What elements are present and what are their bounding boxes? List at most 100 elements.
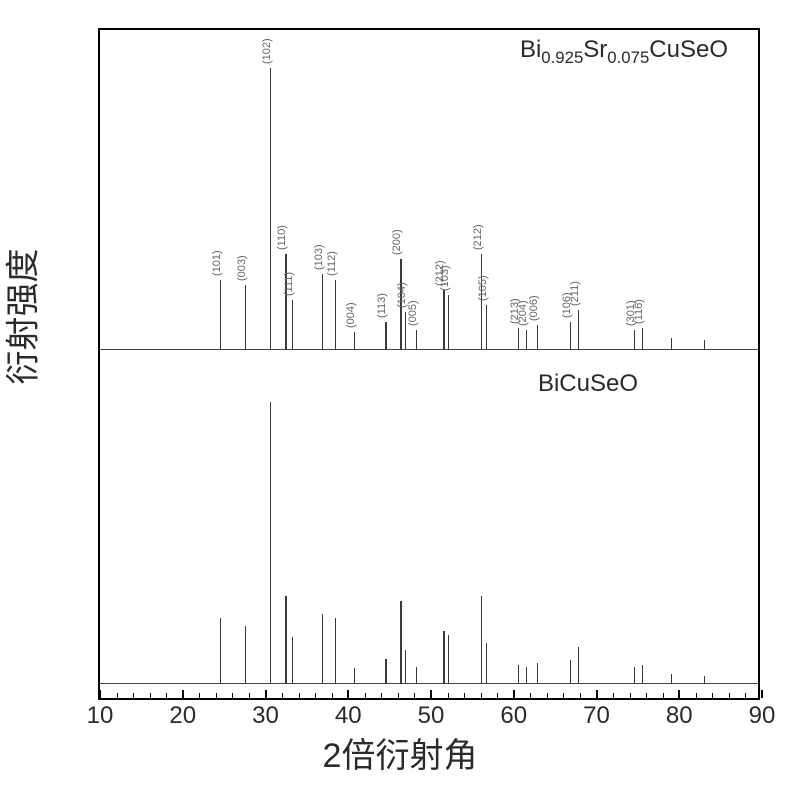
xrd-peak [526, 330, 527, 350]
x-tick-mark [761, 690, 763, 698]
hkl-label: (111) [283, 272, 295, 296]
x-minor-tick [530, 693, 531, 698]
x-tick-mark [347, 690, 349, 698]
x-tick-label: 90 [749, 702, 776, 730]
hkl-label: (105) [477, 275, 489, 301]
x-minor-tick [745, 693, 746, 698]
xrd-peak [642, 328, 643, 350]
x-tick-mark [513, 690, 515, 698]
xrd-peak [634, 667, 635, 685]
x-tick-mark [99, 690, 101, 698]
xrd-peak [385, 659, 386, 684]
hkl-label: (200) [391, 230, 403, 256]
x-minor-tick [282, 693, 283, 698]
x-minor-tick [232, 693, 233, 698]
x-tick-label: 60 [500, 702, 527, 730]
x-minor-tick [464, 693, 465, 698]
x-minor-tick [481, 693, 482, 698]
x-minor-tick [497, 693, 498, 698]
xrd-peak [285, 254, 286, 350]
x-minor-tick [150, 693, 151, 698]
xrd-peak [526, 667, 527, 685]
x-minor-tick [398, 693, 399, 698]
x-minor-tick [133, 693, 134, 698]
x-tick-label: 30 [252, 702, 279, 730]
hkl-label: (103) [313, 245, 325, 271]
hkl-label: (212) [472, 225, 484, 251]
x-minor-tick [729, 693, 730, 698]
x-minor-tick [646, 693, 647, 698]
xrd-peak [285, 596, 286, 684]
xrd-peak [405, 312, 406, 350]
hkl-label: (101) [211, 250, 223, 276]
xrd-peak [245, 285, 246, 350]
x-minor-tick [696, 693, 697, 698]
x-axis-label: 2倍衍射角 [323, 728, 478, 777]
x-minor-tick [166, 693, 167, 698]
y-axis-label: 衍射强度 [0, 249, 45, 385]
xrd-peak [671, 674, 672, 684]
xrd-peak [405, 650, 406, 684]
baseline-bottom [100, 683, 758, 685]
xrd-peak [416, 667, 417, 685]
xrd-peak [443, 290, 444, 350]
xrd-peak [570, 322, 571, 350]
x-minor-tick [365, 693, 366, 698]
x-minor-tick [117, 693, 118, 698]
sample-label-top: Bi0.925Sr0.075CuSeO [520, 36, 728, 68]
xrd-peak [220, 280, 221, 351]
x-tick-mark [182, 690, 184, 698]
xrd-peak [537, 663, 538, 684]
x-tick-label: 80 [666, 702, 693, 730]
x-tick-label: 20 [169, 702, 196, 730]
xrd-peak [642, 665, 643, 684]
x-tick-mark [430, 690, 432, 698]
xrd-peak [416, 330, 417, 350]
xrd-peak [570, 660, 571, 684]
xrd-peak [578, 647, 579, 684]
xrd-peak [335, 280, 336, 351]
x-minor-tick [381, 693, 382, 698]
x-minor-tick [249, 693, 250, 698]
xrd-peak [443, 631, 444, 684]
x-minor-tick [414, 693, 415, 698]
x-tick-mark [265, 690, 267, 698]
xrd-peak [270, 402, 271, 684]
x-minor-tick [547, 693, 548, 698]
xrd-peak [322, 274, 323, 350]
x-tick-mark [596, 690, 598, 698]
x-tick-label: 50 [418, 702, 445, 730]
hkl-label: (102) [261, 38, 273, 64]
baseline-top [100, 349, 758, 351]
x-minor-tick [663, 693, 664, 698]
xrd-peak [486, 643, 487, 684]
hkl-label: (103) [439, 265, 451, 291]
xrd-peak [335, 618, 336, 684]
x-tick-label: 70 [583, 702, 610, 730]
chart-plot-area: Bi0.925Sr0.075CuSeO (101)(003)(102)(110)… [98, 28, 760, 700]
hkl-label: (004) [345, 302, 357, 328]
xrd-peak [270, 68, 271, 350]
xrd-peak [448, 295, 449, 350]
x-minor-tick [299, 693, 300, 698]
x-minor-tick [613, 693, 614, 698]
x-minor-tick [332, 693, 333, 698]
x-minor-tick [315, 693, 316, 698]
xrd-peak [481, 596, 482, 684]
x-minor-tick [448, 693, 449, 698]
sample-label-bottom: BiCuSeO [538, 370, 638, 398]
hkl-label: (104) [396, 282, 408, 308]
xrd-peak [245, 626, 246, 684]
xrd-peak [448, 635, 449, 684]
xrd-peak [220, 618, 221, 684]
xrd-peak [518, 665, 519, 684]
x-tick-label: 40 [335, 702, 362, 730]
xrd-peak [486, 305, 487, 350]
x-minor-tick [580, 693, 581, 698]
x-minor-tick [630, 693, 631, 698]
xrd-peak [518, 328, 519, 350]
xrd-peak [322, 614, 323, 684]
xrd-peak [481, 254, 482, 350]
x-minor-tick [563, 693, 564, 698]
x-minor-tick [216, 693, 217, 698]
